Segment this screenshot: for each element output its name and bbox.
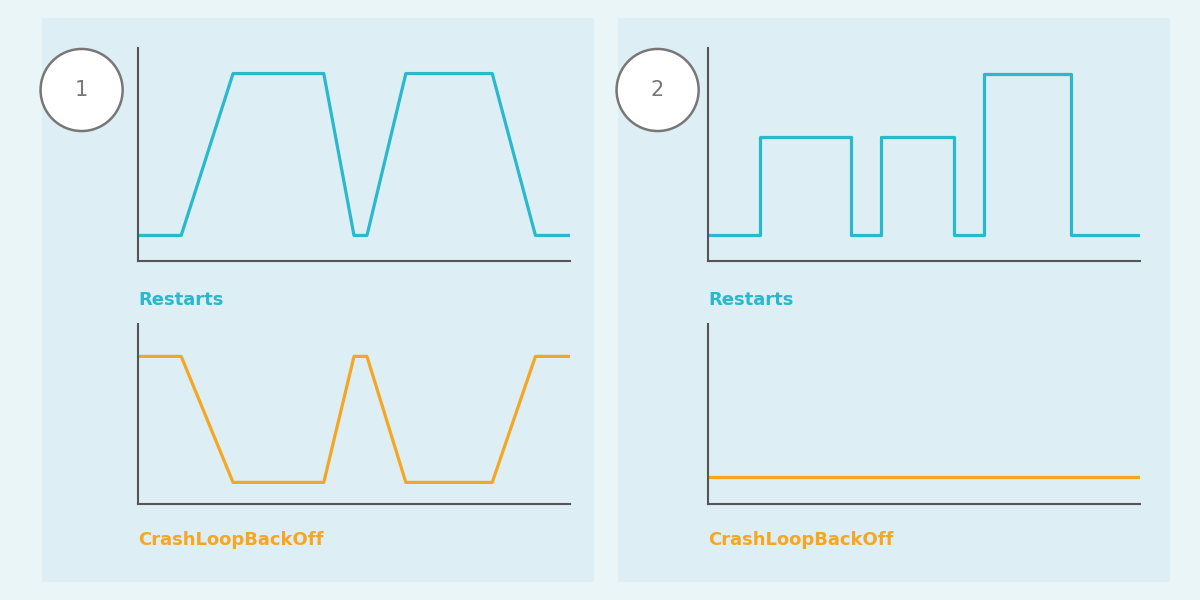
Circle shape [617,49,698,131]
FancyBboxPatch shape [25,1,611,599]
Text: Restarts: Restarts [708,291,793,309]
Text: Restarts: Restarts [138,291,223,309]
Circle shape [41,49,122,131]
Text: CrashLoopBackOff: CrashLoopBackOff [138,531,324,549]
Text: 1: 1 [74,80,89,100]
FancyBboxPatch shape [601,1,1187,599]
Text: 2: 2 [650,80,665,100]
Text: CrashLoopBackOff: CrashLoopBackOff [708,531,894,549]
